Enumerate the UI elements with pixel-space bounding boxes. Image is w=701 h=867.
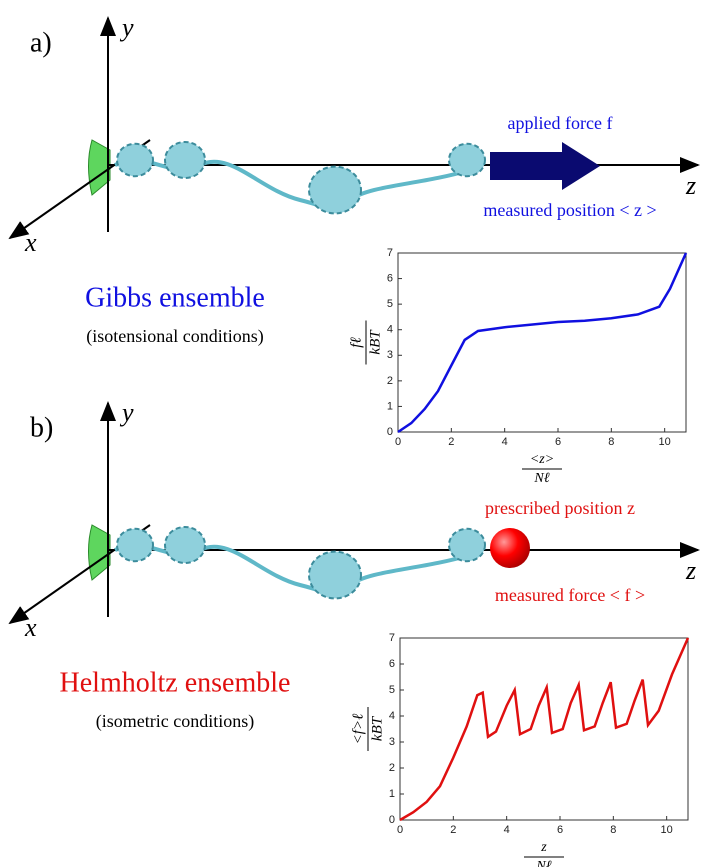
protein-domain bbox=[116, 142, 154, 178]
axis-label-y: y bbox=[119, 13, 134, 42]
y-label: fℓ kBT bbox=[348, 320, 383, 365]
y-tick-label: 1 bbox=[387, 400, 393, 412]
protein-domain bbox=[164, 141, 206, 179]
chart: 0 2 4 6 8 10 0 1 2 3 4 5 6 7 <z> Nℓ fℓ kBT bbox=[348, 247, 688, 486]
ensemble-title: Helmholtz ensemble bbox=[60, 667, 291, 698]
x-tick-label: 4 bbox=[504, 824, 510, 836]
protein-domain bbox=[308, 550, 362, 600]
wall bbox=[88, 524, 111, 581]
y-tick-label: 4 bbox=[389, 710, 395, 722]
ensemble-title: Gibbs ensemble bbox=[85, 282, 265, 313]
panel: a) y x z applied force f measured position < … bbox=[8, 13, 700, 347]
y-tick-label: 7 bbox=[389, 632, 395, 644]
x-tick-label: 6 bbox=[555, 436, 561, 448]
axis-label-x: x bbox=[24, 228, 37, 257]
bead bbox=[490, 528, 530, 568]
protein-domain bbox=[164, 526, 206, 564]
x-tick-label: 8 bbox=[610, 824, 616, 836]
protein-domain bbox=[448, 527, 486, 563]
x-label-denominator: Nℓ bbox=[533, 471, 549, 486]
axis-label-z: z bbox=[685, 556, 696, 585]
x-label-denominator: Nℓ bbox=[535, 859, 551, 867]
panel-label: a) bbox=[30, 27, 52, 58]
y-label: <f>ℓ kBT bbox=[350, 707, 385, 751]
annotation-bottom: measured force < f > bbox=[495, 585, 645, 605]
x-tick-label: 2 bbox=[448, 436, 454, 448]
x-label-numerator: <z> bbox=[530, 452, 554, 467]
axis-label-x: x bbox=[24, 613, 37, 642]
y-tick-label: 6 bbox=[389, 658, 395, 670]
annotation-top: applied force f bbox=[508, 113, 613, 133]
y-tick-label: 5 bbox=[389, 684, 395, 696]
chart: 0 2 4 6 8 10 0 1 2 3 4 5 6 7 z Nℓ <f>ℓ kBT bbox=[350, 632, 690, 867]
plot-frame bbox=[397, 252, 687, 433]
x-tick-label: 8 bbox=[608, 436, 614, 448]
data-line bbox=[399, 637, 690, 822]
y-label-numerator: fℓ bbox=[348, 337, 364, 347]
ensemble-conditions: (isometric conditions) bbox=[96, 711, 254, 732]
y-label-numerator: <f>ℓ bbox=[350, 714, 366, 745]
x-label-numerator: z bbox=[540, 840, 547, 855]
panel-label: b) bbox=[30, 412, 53, 443]
axis-label-z: z bbox=[685, 171, 696, 200]
panel: b) y x z prescribed position z measured force… bbox=[8, 398, 700, 732]
y-tick-label: 6 bbox=[387, 272, 393, 284]
x-tick-label: 2 bbox=[450, 824, 456, 836]
protein-domain bbox=[308, 165, 362, 215]
x-tick-label: 10 bbox=[661, 824, 673, 836]
wall bbox=[88, 139, 111, 196]
y-tick-label: 2 bbox=[387, 375, 393, 387]
y-tick-label: 3 bbox=[389, 736, 395, 748]
y-tick-label: 7 bbox=[387, 247, 393, 259]
y-label-denominator: kBT bbox=[369, 715, 385, 741]
y-tick-label: 5 bbox=[387, 298, 393, 310]
y-tick-label: 4 bbox=[387, 324, 393, 336]
y-tick-label: 1 bbox=[389, 788, 395, 800]
force-arrow bbox=[490, 142, 600, 190]
y-tick-label: 0 bbox=[387, 426, 393, 438]
protein-domain bbox=[116, 527, 154, 563]
plot-frame bbox=[399, 637, 689, 821]
annotation-bottom: measured position < z > bbox=[483, 200, 656, 220]
x-tick-label: 10 bbox=[659, 436, 671, 448]
y-tick-label: 0 bbox=[389, 814, 395, 826]
ensemble-conditions: (isotensional conditions) bbox=[86, 326, 263, 347]
data-line bbox=[397, 252, 688, 434]
x-tick-label: 4 bbox=[502, 436, 508, 448]
axis-label-y: y bbox=[119, 398, 134, 427]
x-tick-label: 6 bbox=[557, 824, 563, 836]
y-label-denominator: kBT bbox=[367, 329, 383, 355]
y-tick-label: 3 bbox=[387, 349, 393, 361]
protein-domain bbox=[448, 142, 486, 178]
x-tick-label: 0 bbox=[395, 436, 401, 448]
y-tick-label: 2 bbox=[389, 762, 395, 774]
annotation-top: prescribed position z bbox=[485, 498, 635, 518]
x-tick-label: 0 bbox=[397, 824, 403, 836]
